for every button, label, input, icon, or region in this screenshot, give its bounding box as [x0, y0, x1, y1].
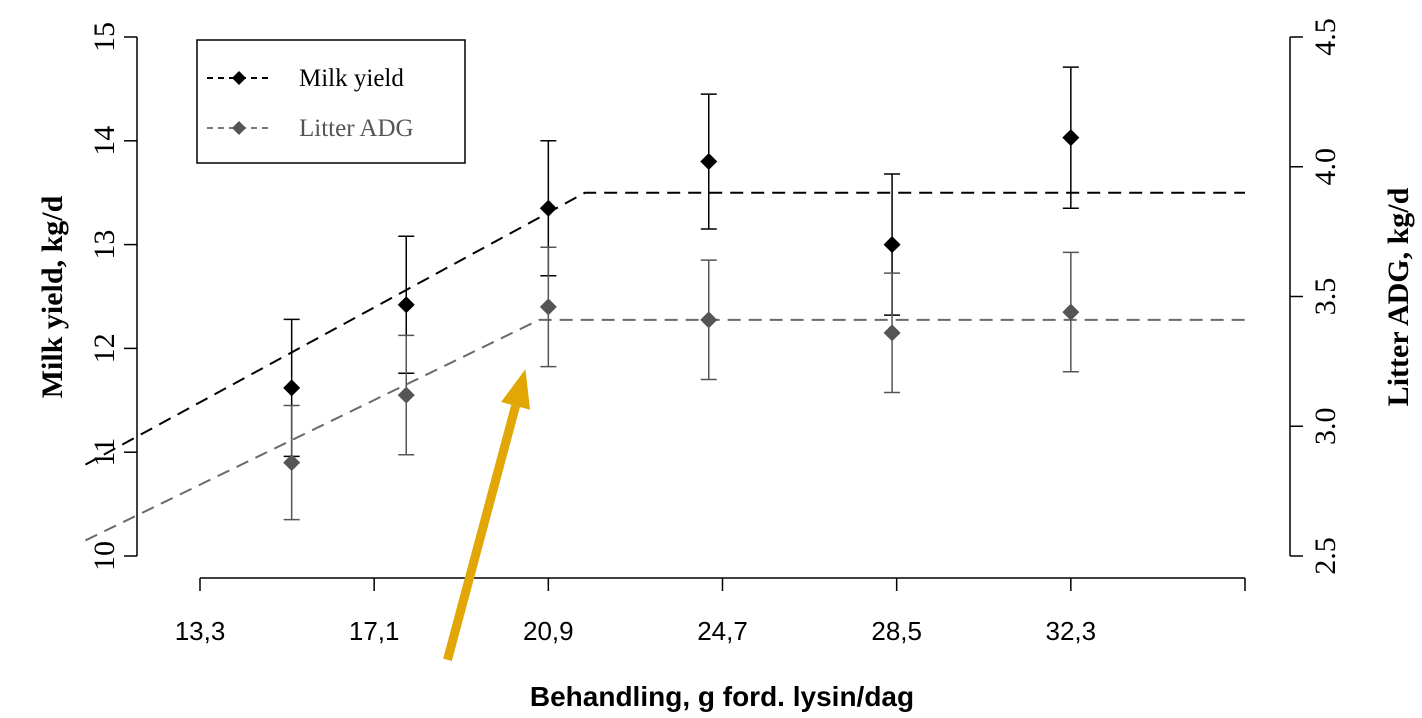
point-litter-adg [397, 386, 415, 404]
y-tick-label: 13 [88, 230, 121, 260]
y-axis-label: Milk yield, kg/d [36, 195, 69, 398]
legend-label-milk-yield: Milk yield [299, 65, 404, 92]
point-litter-adg [1062, 303, 1080, 321]
point-litter-adg [539, 298, 557, 316]
x-tick-label: 24,7 [697, 616, 748, 646]
y-tick-label: 12 [88, 333, 121, 363]
point-milk-yield [700, 153, 718, 171]
x-tick-label: 20,9 [523, 616, 574, 646]
x-tick-label: 13,3 [175, 616, 226, 646]
x-tick-label: 32,3 [1046, 616, 1097, 646]
y2-tick-label: 4.0 [1309, 148, 1342, 186]
legend-label-litter-adg: Litter ADG [299, 115, 414, 142]
legend-box [196, 39, 466, 164]
annotation-arrow-head [501, 369, 531, 410]
y2-tick-label: 3.0 [1309, 408, 1342, 446]
point-litter-adg [283, 454, 301, 472]
fit-line-litter-adg [84, 318, 1245, 542]
annotation-arrow-shaft [443, 404, 520, 661]
fit-lines [84, 191, 1245, 542]
point-litter-adg [700, 311, 718, 329]
point-milk-yield [1062, 129, 1080, 147]
x-axis-label: Behandling, g ford. lysin/dag [530, 681, 914, 712]
legend: Milk yield Litter ADG [196, 39, 466, 164]
fit-line-milk-yield [84, 191, 1245, 466]
y2-tick-label: 3.5 [1309, 278, 1342, 316]
point-milk-yield [283, 379, 301, 397]
data-points [283, 66, 1080, 521]
y2-axis-label: Litter ADG, kg/d [1382, 187, 1415, 406]
x-tick-label: 17,1 [349, 616, 400, 646]
point-litter-adg [883, 324, 901, 342]
annotation [443, 369, 531, 661]
y-tick-label: 10 [88, 541, 121, 571]
point-milk-yield [397, 296, 415, 314]
point-milk-yield [539, 199, 557, 217]
point-milk-yield [883, 236, 901, 254]
y2-tick-label: 4.5 [1309, 18, 1342, 56]
legend-marker-litter-adg [232, 121, 246, 135]
legend-marker-milk-yield [232, 71, 246, 85]
y-tick-label: 15 [88, 22, 121, 52]
y2-tick-label: 2.5 [1309, 537, 1342, 575]
axes: 13,3 17,1 20,9 24,7 28,5 32,3 10 11 12 13 14 15 2.5 3… [88, 18, 1342, 646]
x-tick-label: 28,5 [871, 616, 922, 646]
y-tick-label: 14 [88, 126, 121, 156]
y-tick-label: 11 [88, 438, 121, 467]
